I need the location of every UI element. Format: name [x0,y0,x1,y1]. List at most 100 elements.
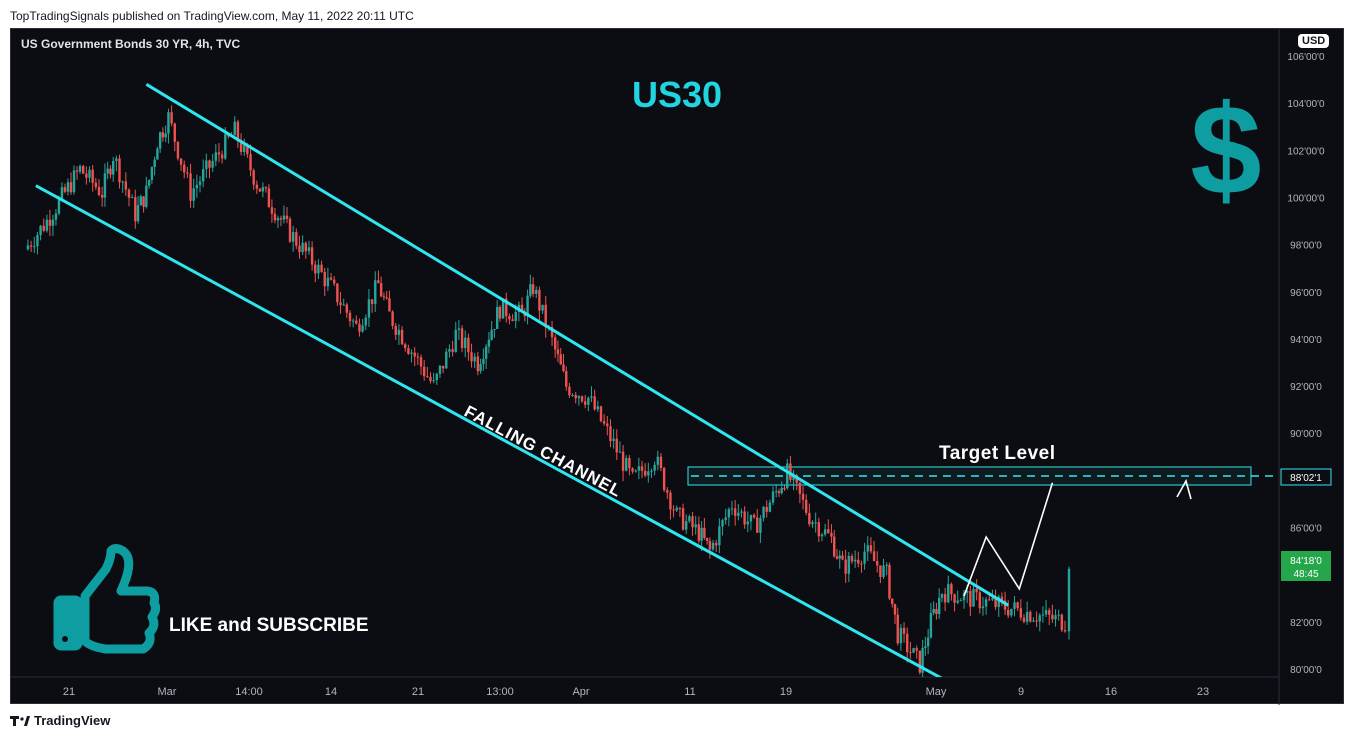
candle-body [947,584,950,603]
candle-body [565,371,568,387]
candle-body [596,406,600,410]
candle-body [830,532,833,537]
candle-body [879,565,882,577]
candle-body [814,522,817,524]
candle-body [981,606,985,609]
candle-body [752,515,756,518]
candle-body [448,349,451,352]
candle-body [872,551,876,562]
price-axis[interactable]: 106'00'0 104'00'0 102'00'0 100'00'0 98'00'0 9… [1287,52,1325,676]
candle-body [743,511,746,525]
candle-body [345,304,349,313]
candle-body [404,344,407,349]
candle-body [320,264,323,272]
candle-body [1025,611,1029,622]
candle-body [413,352,416,357]
price-tick-label: 94'00'0 [1290,335,1322,346]
candle-body [975,588,978,593]
candle-body [688,516,691,522]
candle-body [789,463,792,480]
candle-body [1054,615,1057,620]
candle-body [653,464,656,471]
time-tick-label: Apr [572,686,589,698]
candle-body [593,396,596,410]
candle-body [733,508,737,516]
candle-body [811,522,814,525]
candle-body [121,181,124,183]
candle-body [833,536,836,557]
last-price-badge: 84'18'0 48:45 [1281,551,1331,581]
currency-badge[interactable]: USD [1298,34,1330,48]
candle-body [391,311,394,326]
candle-body [136,205,140,222]
candle-body [1067,568,1071,632]
candle-body [487,339,491,347]
candle-body [850,556,854,562]
candle-body [339,302,342,306]
candle-body [115,158,118,162]
candle-body [984,599,988,607]
candle-body [211,160,214,168]
tradingview-logo[interactable]: TradingView [10,713,110,728]
candle-body [208,160,211,168]
candle-body [637,466,641,471]
candle-body [937,597,941,615]
candle-body [156,148,159,160]
candle-body [150,167,154,180]
candle-body [97,187,101,195]
chart-panel[interactable]: US Government Bonds 30 YR, 4h, TVC USD 1… [10,28,1345,705]
target-zone-box[interactable] [687,466,1252,486]
candle-body [267,188,271,208]
candle-body [220,154,224,159]
candle-body [33,246,36,248]
candle-body [749,515,753,522]
candle-body [634,470,637,472]
time-tick-label: 11 [684,686,695,698]
candle-body [51,219,55,226]
candle-body [379,283,383,297]
candle-body [288,218,292,242]
candle-body [336,283,339,303]
candle-body [479,364,482,372]
chart-canvas[interactable]: 106'00'0 104'00'0 102'00'0 100'00'0 98'00'0 9… [11,29,1345,705]
candle-body [310,247,314,265]
candle-body [374,280,377,304]
projection-path[interactable] [963,482,1054,597]
candle-body [464,337,467,349]
price-tick-label: 102'00'0 [1287,146,1325,157]
candle-body [445,351,448,369]
time-axis[interactable]: 21 Mar 14:00 14 21 13:00 Apr 11 19 May 9 16 23 [63,686,1209,698]
candle-body [282,215,286,220]
candle-body [893,603,897,615]
candle-body [407,348,410,354]
candle-body [700,527,703,541]
candle-body [888,564,891,599]
candle-body [950,584,953,595]
upper-channel-line[interactable] [145,83,1010,607]
candle-body [243,145,246,152]
time-tick-label: 19 [780,686,792,698]
candle-body [1060,614,1064,631]
candle-body [618,451,622,453]
time-tick-label: 21 [412,686,424,698]
candle-body [317,264,320,274]
lower-channel-line[interactable] [35,184,943,679]
candle-body [1019,608,1023,618]
time-tick-label: Mar [158,686,177,698]
time-tick-label: 21 [63,686,75,698]
candle-body [574,394,577,399]
candle-body [301,242,304,253]
candle-body [233,121,236,136]
candle-body [1035,620,1038,622]
candle-body [820,534,824,537]
thumbs-up-icon [53,544,161,654]
candle-body [891,598,894,604]
candle-body [972,588,975,607]
candle-body [39,225,42,236]
candle-body [656,456,660,465]
candle-body [568,386,571,396]
candle-body [662,468,666,491]
candle-body [994,597,997,608]
candle-body [669,492,672,510]
candle-body [940,594,944,598]
